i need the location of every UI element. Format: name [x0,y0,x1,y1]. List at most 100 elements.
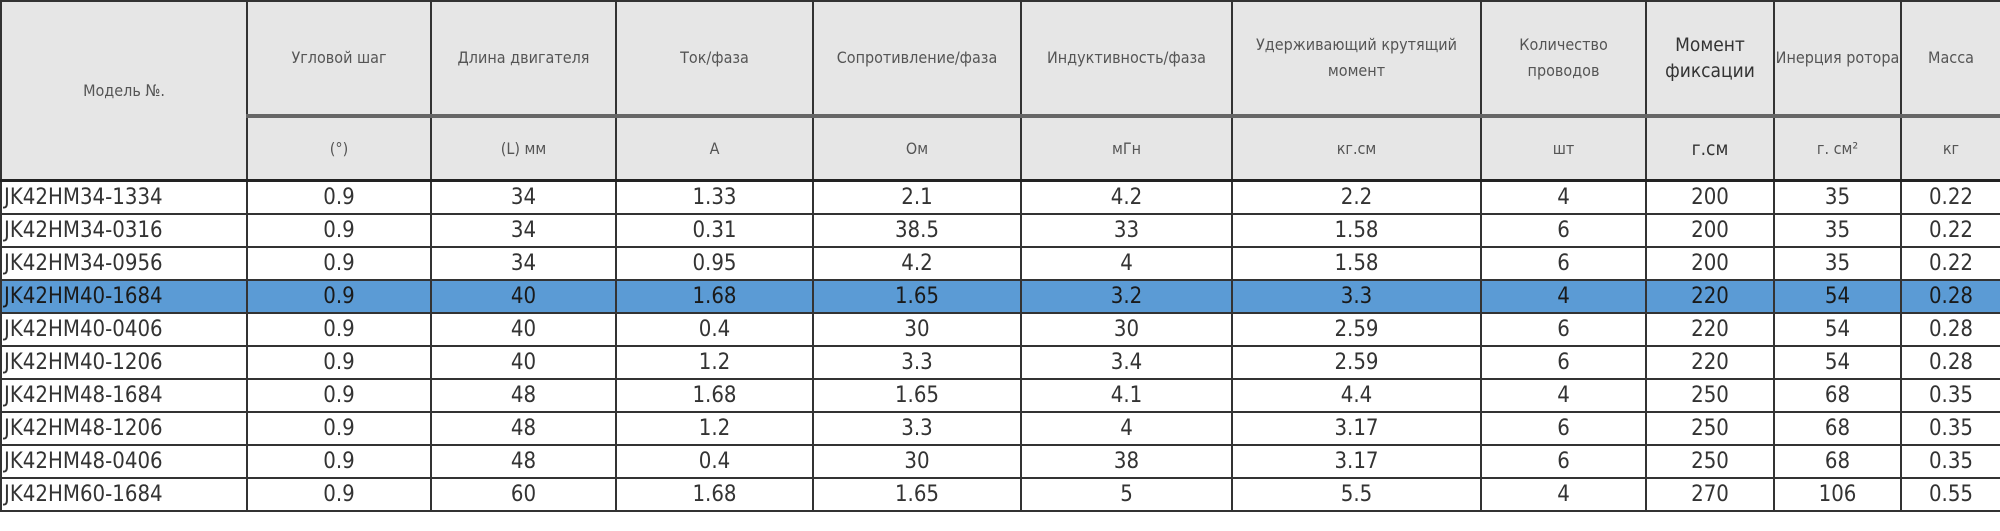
column-header-unit: г. см² [1773,114,1902,182]
value-cell: 68 [1773,378,1902,413]
value-cell: 30 [812,444,1022,479]
model-cell: JK42HM60-1684 [0,477,248,512]
value-cell: 6 [1480,411,1647,446]
value-cell: 54 [1773,345,1902,380]
value-cell: 30 [812,312,1022,347]
value-cell: 1.65 [812,378,1022,413]
value-cell: 0.4 [615,444,814,479]
value-cell: 4.2 [1020,179,1233,215]
column-header-unit: (°) [246,114,432,182]
value-cell: 4.4 [1231,378,1482,413]
value-cell: 35 [1773,179,1902,215]
value-cell: 270 [1645,477,1775,512]
value-cell: 250 [1645,444,1775,479]
model-cell: JK42HM40-1206 [0,345,248,380]
value-cell: 106 [1773,477,1902,512]
model-cell: JK42HM40-1684 [0,279,248,314]
column-header-title: Момент фиксации [1645,0,1775,117]
value-cell: 0.9 [246,477,432,512]
value-cell: 4 [1020,411,1233,446]
value-cell: 3.3 [1231,279,1482,314]
column-header-title: Угловой шаг [246,0,432,117]
model-cell: JK42HM34-0956 [0,246,248,281]
value-cell: 0.9 [246,411,432,446]
value-cell: 3.3 [812,345,1022,380]
value-cell: 34 [430,213,617,248]
model-cell: JK42HM48-0406 [0,444,248,479]
model-cell: JK42HM48-1684 [0,378,248,413]
value-cell: 4.2 [812,246,1022,281]
value-cell: 250 [1645,378,1775,413]
value-cell: 0.9 [246,279,432,314]
header-model: Модель №. [0,0,248,182]
value-cell: 1.65 [812,279,1022,314]
model-cell: JK42HM40-0406 [0,312,248,347]
value-cell: 48 [430,444,617,479]
value-cell: 1.2 [615,345,814,380]
value-cell: 0.28 [1900,312,2000,347]
value-cell: 0.9 [246,246,432,281]
value-cell: 48 [430,378,617,413]
table-row[interactable]: JK42HM48-0406 0.9 48 0.4 30 38 3.17 6 250 68 0.35 [0,444,2000,479]
column-header-unit: г.см [1645,114,1775,182]
value-cell: 5 [1020,477,1233,512]
table-row[interactable]: JK42HM60-1684 0.9 60 1.68 1.65 5 5.5 4 270 106 0.5… [0,477,2000,512]
value-cell: 34 [430,179,617,215]
value-cell: 200 [1645,213,1775,248]
column-header-title: Индуктивность/фаза [1020,0,1233,117]
table-row[interactable]: JK42HM40-0406 0.9 40 0.4 30 30 2.59 6 220 54 0.28 [0,312,2000,347]
value-cell: 0.22 [1900,179,2000,215]
value-cell: 0.35 [1900,444,2000,479]
value-cell: 3.2 [1020,279,1233,314]
value-cell: 48 [430,411,617,446]
value-cell: 4 [1480,477,1647,512]
value-cell: 200 [1645,179,1775,215]
value-cell: 2.2 [1231,179,1482,215]
column-header-title: Длина двигателя [430,0,617,117]
value-cell: 1.58 [1231,213,1482,248]
model-cell: JK42HM34-0316 [0,213,248,248]
value-cell: 34 [430,246,617,281]
column-header-title: Удерживающий крутящий момент [1231,0,1482,117]
value-cell: 3.17 [1231,411,1482,446]
value-cell: 33 [1020,213,1233,248]
model-cell: JK42HM48-1206 [0,411,248,446]
value-cell: 0.4 [615,312,814,347]
value-cell: 40 [430,279,617,314]
value-cell: 2.59 [1231,345,1482,380]
value-cell: 220 [1645,345,1775,380]
value-cell: 68 [1773,411,1902,446]
value-cell: 0.9 [246,444,432,479]
value-cell: 0.22 [1900,213,2000,248]
value-cell: 6 [1480,246,1647,281]
model-cell: JK42HM34-1334 [0,179,248,215]
value-cell: 35 [1773,213,1902,248]
column-header-title: Сопротивление/фаза [812,0,1022,117]
value-cell: 1.33 [615,179,814,215]
column-header-unit: (L) мм [430,114,617,182]
table-row[interactable]: JK42HM34-0316 0.9 34 0.31 38.5 33 1.58 6 200 35 0.… [0,213,2000,248]
value-cell: 0.9 [246,213,432,248]
value-cell: 0.55 [1900,477,2000,512]
value-cell: 2.59 [1231,312,1482,347]
value-cell: 4 [1480,378,1647,413]
table-row[interactable]: JK42HM48-1684 0.9 48 1.68 1.65 4.1 4.4 4 250 68 0.… [0,378,2000,413]
value-cell: 200 [1645,246,1775,281]
value-cell: 0.9 [246,179,432,215]
table-row[interactable]: JK42HM48-1206 0.9 48 1.2 3.3 4 3.17 6 250 68 0.35 [0,411,2000,446]
value-cell: 0.35 [1900,411,2000,446]
value-cell: 0.9 [246,378,432,413]
table-row[interactable]: JK42HM34-1334 0.9 34 1.33 2.1 4.2 2.2 4 200 35 0.2… [0,179,2000,215]
value-cell: 220 [1645,279,1775,314]
table-row[interactable]: JK42HM40-1206 0.9 40 1.2 3.3 3.4 2.59 6 220 54 0.2… [0,345,2000,380]
table-row[interactable]: JK42HM34-0956 0.9 34 0.95 4.2 4 1.58 6 200 35 0.22 [0,246,2000,281]
stepper-motor-spec-table: Модель №. Угловой шаг Длина двигателя Ток/… [0,0,2000,512]
value-cell: 54 [1773,312,1902,347]
column-header-unit: A [615,114,814,182]
table-row[interactable]: JK42HM40-1684 0.9 40 1.68 1.65 3.2 3.3 4 220 54 0.… [0,279,2000,314]
value-cell: 1.68 [615,477,814,512]
value-cell: 40 [430,312,617,347]
value-cell: 0.28 [1900,279,2000,314]
column-header-title: Количество проводов [1480,0,1647,117]
